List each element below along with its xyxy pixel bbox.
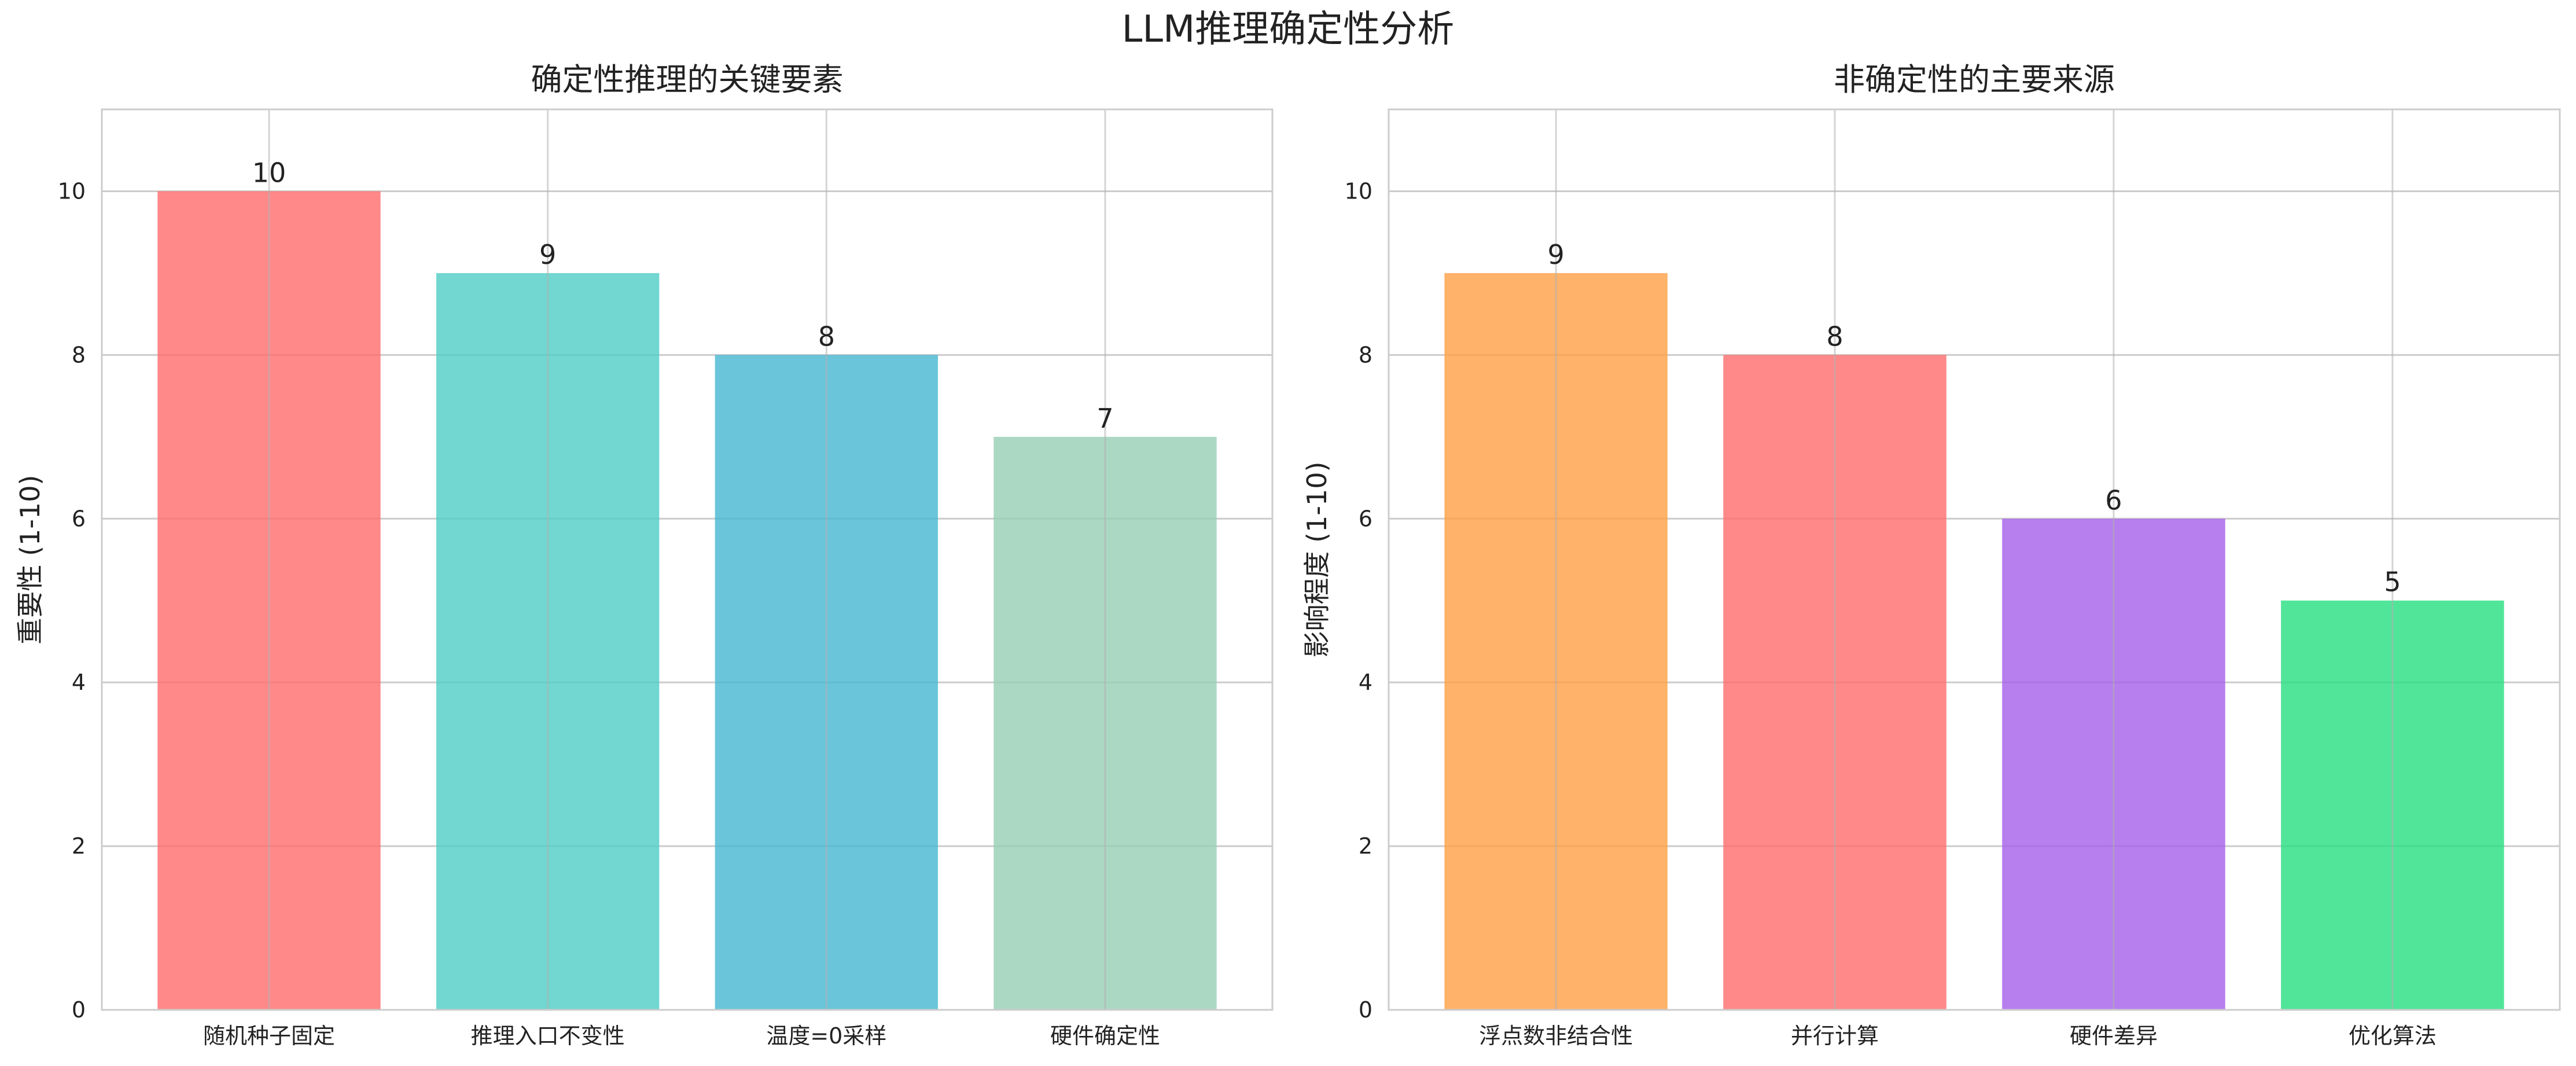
y-tick-label: 6 [1359,506,1372,531]
y-tick-label: 4 [1359,670,1372,695]
y-axis-label: 影响程度 (1-10) [1301,462,1333,658]
bar-value-label: 7 [1096,403,1113,434]
y-tick-label: 6 [72,506,86,531]
axes-frame [1388,108,2561,1011]
x-tick-label: 温度=0采样 [766,1023,886,1049]
chart-panel-key-factors: 10 9 8 7 随机种子固定 推理入口不变性 温度=0采样 硬件确定性 0 2 4 6 8 10 确定性推… [14,61,1274,1049]
y-tick-label: 2 [1359,833,1372,859]
subplot-title: 非确定性的主要来源 [1834,61,2115,98]
y-axis-label: 重要性 (1-10) [14,475,46,645]
figure-suptitle: LLM推理确定性分析 [1122,8,1455,51]
y-tick-label: 8 [72,342,86,367]
x-tick-label: 优化算法 [2349,1023,2437,1049]
x-tick-label: 并行计算 [1791,1023,1879,1049]
x-tick-label: 浮点数非结合性 [1479,1023,1633,1049]
bar-value-label: 5 [2384,567,2401,598]
chart-panel-nondeterminism-sources: 9 8 6 5 浮点数非结合性 并行计算 硬件差异 优化算法 0 2 4 6 8 10 非确定性的主要来源影… [1301,61,2561,1049]
bar-value-label: 8 [1826,321,1843,352]
y-tick-label: 0 [72,997,86,1023]
x-tick-label: 硬件确定性 [1050,1023,1160,1049]
y-tick-label: 10 [1345,178,1372,204]
y-tick-label: 8 [1359,342,1372,367]
bar-value-label: 8 [818,321,835,352]
x-tick-label: 推理入口不变性 [471,1023,625,1049]
y-tick-label: 2 [72,833,86,859]
x-tick-label: 随机种子固定 [203,1023,335,1049]
y-tick-label: 0 [1359,997,1372,1023]
y-tick-label: 10 [58,178,86,204]
axes-frame [101,108,1274,1011]
bar-value-label: 10 [252,157,286,188]
x-tick-label: 硬件差异 [2070,1023,2158,1049]
bar-value-label: 9 [1548,239,1565,270]
subplot-title: 确定性推理的关键要素 [531,61,844,98]
y-tick-label: 4 [72,670,86,695]
bar-value-label: 9 [539,239,556,270]
bar-value-label: 6 [2105,484,2122,516]
